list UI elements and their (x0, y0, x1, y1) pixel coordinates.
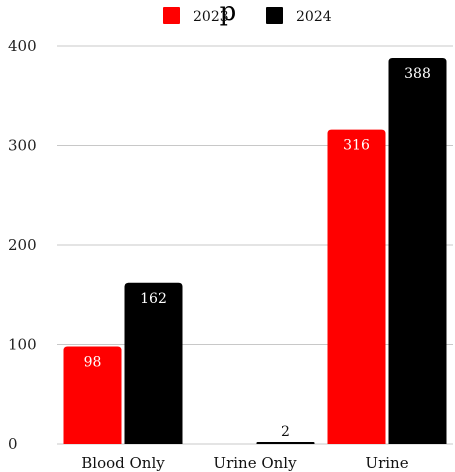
legend-swatch-2024 (266, 7, 283, 24)
x-axis: Blood Only Urine Only Urine (81, 454, 408, 472)
data-label-2024-0: 162 (140, 291, 167, 307)
bar-2023-0 (63, 346, 122, 444)
chart-title: p (220, 0, 237, 27)
data-label-2024-1: 2 (281, 424, 290, 440)
y-axis: 0 100 200 300 400 (8, 37, 37, 453)
bar-2024-0 (124, 282, 183, 444)
legend-label-2024: 2024 (296, 9, 332, 25)
legend-swatch-2023 (163, 7, 180, 24)
data-labels: 98 162 2 316 388 (84, 66, 431, 440)
y-tick-label-100: 100 (8, 336, 37, 354)
y-tick-label-0: 0 (8, 435, 18, 453)
x-tick-label-2: Urine (365, 454, 408, 472)
data-label-2023-2: 316 (343, 138, 370, 154)
bar-2023-2 (327, 129, 386, 444)
gridlines (57, 45, 453, 445)
y-tick-label-200: 200 (8, 236, 37, 254)
y-tick-label-300: 300 (8, 137, 37, 155)
bar-2024-2 (388, 57, 447, 444)
chart-title-group: p (220, 0, 237, 27)
bars (63, 57, 447, 444)
data-label-2023-0: 98 (84, 354, 102, 370)
legend: 2023 2024 (163, 7, 332, 25)
bar-2024-1 (256, 442, 315, 444)
legend-label-2023: 2023 (193, 9, 229, 25)
x-tick-label-1: Urine Only (213, 454, 297, 472)
data-label-2024-2: 388 (404, 66, 431, 82)
y-tick-label-400: 400 (8, 37, 37, 55)
x-tick-label-0: Blood Only (81, 454, 165, 472)
